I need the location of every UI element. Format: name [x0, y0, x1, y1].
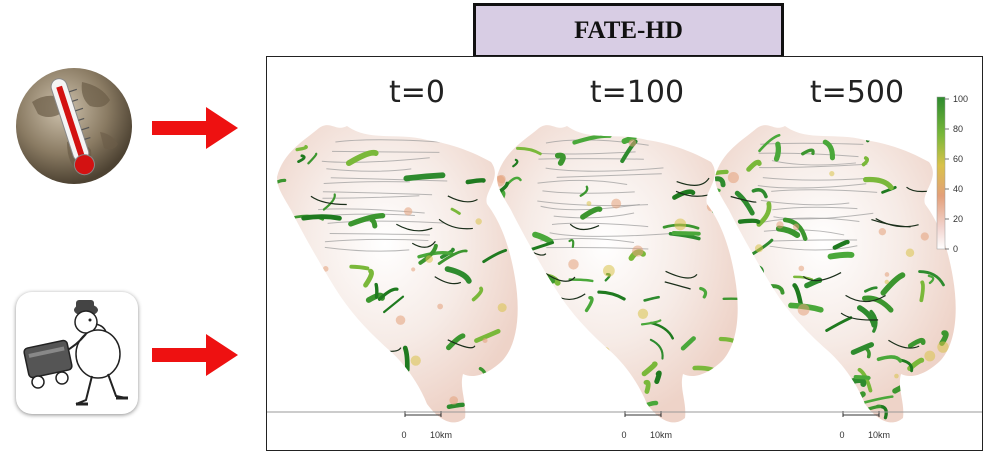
input-arrow-dispersal [152, 334, 238, 376]
time-label: t=500 [810, 75, 904, 110]
map-panel-2: t=100 0 10km [497, 75, 738, 440]
vegetation-map [497, 125, 738, 423]
input-arrow-climate [152, 107, 238, 149]
diagram-title: FATE-HD [473, 3, 784, 58]
time-label: t=0 [389, 75, 445, 110]
seed-dispersal-cartoon-icon [16, 292, 138, 414]
legend-tick-label: 0 [953, 244, 958, 254]
scale-distance-label: 10km [430, 430, 452, 440]
climate-thermometer-globe-icon [16, 68, 132, 184]
scale-distance-label: 10km [650, 430, 672, 440]
map-panel-3: t=500 0 10km [715, 75, 956, 440]
scale-zero-label: 0 [839, 430, 844, 440]
map-panel-1: t=0 0 10km [277, 75, 518, 440]
scale-distance-label: 10km [868, 430, 890, 440]
scale-zero-label: 0 [401, 430, 406, 440]
scale-zero-label: 0 [621, 430, 626, 440]
legend-tick-label: 60 [953, 154, 963, 164]
legend-tick-label: 20 [953, 214, 963, 224]
legend-colorbar [936, 96, 946, 250]
legend-tick-label: 80 [953, 124, 963, 134]
legend-tick-label: 100 [953, 94, 968, 104]
legend: 100 80 60 40 20 0 [936, 94, 968, 254]
legend-tick-label: 40 [953, 184, 963, 194]
simulation-maps-panel: t=0 0 10km t=100 0 10km t=500 0 10km 100 80 60 40 20… [266, 56, 983, 451]
vegetation-map [277, 125, 518, 423]
time-label: t=100 [590, 75, 684, 110]
